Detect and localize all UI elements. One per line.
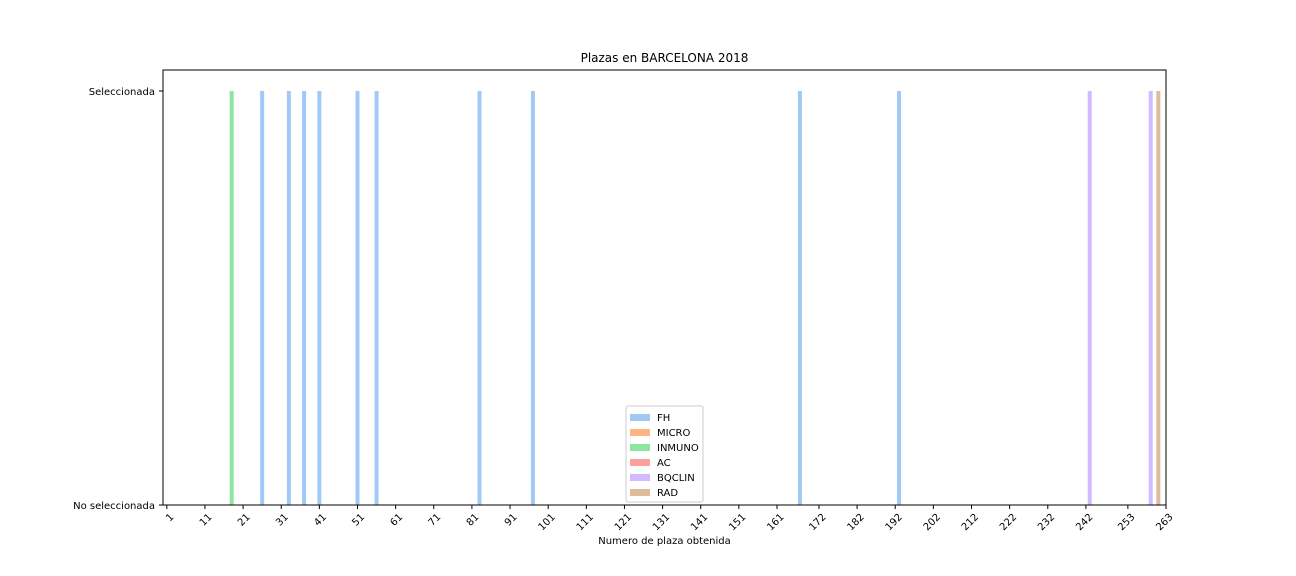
x-tick-label: 212 — [960, 512, 981, 533]
x-tick-label: 172 — [807, 512, 828, 533]
bar-rad-261 — [1156, 91, 1161, 505]
x-tick-label: 121 — [613, 512, 634, 533]
legend-swatch-micro — [630, 429, 650, 436]
x-tick-label: 202 — [922, 512, 943, 533]
y-tick-label: Seleccionada — [89, 87, 155, 98]
legend-label: FH — [657, 413, 670, 424]
x-tick-label: 11 — [198, 512, 215, 529]
x-tick-label: 131 — [651, 512, 672, 533]
x-tick-label: 161 — [765, 512, 786, 533]
x-tick-label: 222 — [998, 512, 1019, 533]
x-tick-label: 192 — [884, 512, 905, 533]
x-tick-label: 242 — [1074, 512, 1095, 533]
y-axis: No seleccionada Seleccionada — [73, 87, 163, 512]
legend-swatch-rad — [630, 489, 650, 496]
x-tick-label: 101 — [537, 512, 558, 533]
x-tick-label: 51 — [350, 512, 367, 529]
x-tick-label: 21 — [236, 512, 253, 529]
x-tick-label: 111 — [575, 512, 596, 533]
bar-inmuno-18 — [229, 91, 234, 505]
x-tick-label: 71 — [427, 512, 444, 529]
legend-label: BQCLIN — [657, 473, 695, 484]
x-tick-label: 41 — [312, 512, 329, 529]
x-tick-label: 81 — [465, 512, 482, 529]
legend-swatch-ac — [630, 459, 650, 466]
x-tick-label: 141 — [689, 512, 710, 533]
bar-fh-26 — [260, 91, 265, 505]
bar-fh-33 — [286, 91, 291, 505]
bar-bqclin-259 — [1148, 91, 1153, 505]
legend-swatch-fh — [630, 414, 650, 421]
x-tick-label: 182 — [845, 512, 866, 533]
legend-label: MICRO — [657, 428, 691, 439]
legend-label: INMUNO — [657, 443, 699, 454]
y-tick-label: No seleccionada — [73, 501, 155, 512]
bar-bqclin-243 — [1087, 91, 1092, 505]
bar-fh-167 — [797, 91, 802, 505]
bar-fh-41 — [317, 91, 322, 505]
x-tick-label: 263 — [1154, 512, 1175, 533]
x-tick-label: 232 — [1036, 512, 1057, 533]
x-axis: 1 11 21 31 41 51 61 71 81 91 101 111 121 131 141 151 161… — [164, 505, 1176, 533]
bar-fh-193 — [897, 91, 902, 505]
x-tick-label: 61 — [389, 512, 406, 529]
x-tick-label: 1 — [164, 512, 176, 524]
x-tick-label: 91 — [503, 512, 520, 529]
bar-fh-51 — [355, 91, 360, 505]
bar-fh-83 — [477, 91, 482, 505]
x-axis-label: Numero de plaza obtenida — [598, 536, 731, 547]
plot-frame — [162, 69, 1167, 506]
legend-swatch-bqclin — [630, 474, 650, 481]
x-tick-label: 253 — [1116, 512, 1137, 533]
legend: FH MICRO INMUNO AC BQCLIN RAD — [625, 405, 704, 503]
bar-fh-56 — [374, 91, 379, 505]
bar-fh-97 — [530, 91, 535, 505]
legend-swatch-inmuno — [630, 444, 650, 451]
plot-area — [162, 69, 1167, 506]
legend-label: RAD — [657, 488, 678, 499]
legend-label: AC — [657, 458, 671, 469]
x-tick-label: 151 — [727, 512, 748, 533]
x-tick-label: 31 — [274, 512, 291, 529]
bar-fh-37 — [302, 91, 307, 505]
chart-title: Plazas en BARCELONA 2018 — [581, 51, 749, 65]
